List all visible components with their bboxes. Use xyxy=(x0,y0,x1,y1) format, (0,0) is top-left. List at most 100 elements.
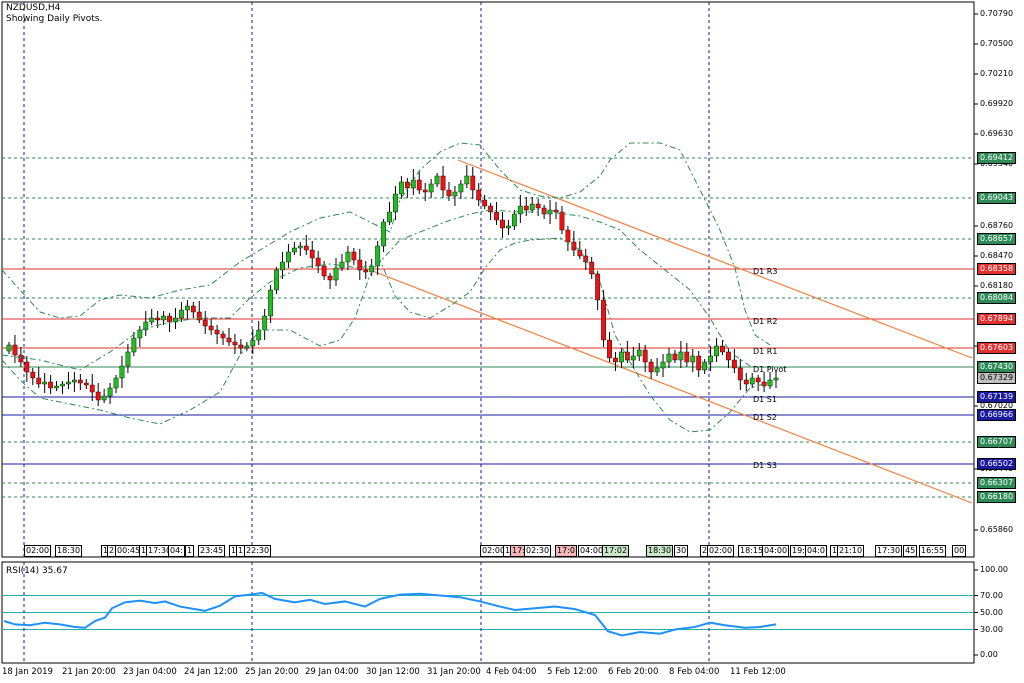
candle-body xyxy=(737,367,743,381)
candle-body xyxy=(482,199,488,207)
price-tag: 0.68358 xyxy=(977,263,1016,275)
price-tag: 0.66307 xyxy=(977,477,1016,489)
candle-body xyxy=(434,175,440,185)
price-tag: 0.68657 xyxy=(977,233,1016,245)
candle-body xyxy=(274,269,279,291)
rsi-line xyxy=(3,591,777,637)
candle-body xyxy=(262,315,268,331)
plot-frame xyxy=(1,1,975,558)
candle-body xyxy=(624,351,630,361)
candle-body xyxy=(101,395,107,401)
candle-body xyxy=(137,329,143,339)
candle-body xyxy=(619,351,624,363)
candle-body xyxy=(291,247,297,253)
time-marker: 04:0 xyxy=(805,545,827,557)
date-label: 29 Jan 04:00 xyxy=(305,667,359,677)
candle-body xyxy=(571,241,577,251)
candle-body xyxy=(286,251,291,263)
rsi-axis-label: 0.00 xyxy=(980,650,998,659)
candle-body xyxy=(773,377,779,381)
candle-body xyxy=(315,257,321,267)
candle-body xyxy=(24,361,30,373)
channel-lower-line xyxy=(369,269,973,504)
candle-body xyxy=(535,203,541,209)
time-marker: 18:30 xyxy=(55,545,83,557)
candle-body xyxy=(648,361,654,373)
candle-body xyxy=(458,183,464,193)
date-label: 6 Feb 20:00 xyxy=(608,667,659,677)
candle-body xyxy=(66,381,71,385)
pivot-label: D1 R1 xyxy=(753,347,778,356)
candle-body xyxy=(749,377,755,385)
candle-body xyxy=(95,391,101,401)
candle-body xyxy=(565,229,571,243)
price-tag: 0.67329 xyxy=(977,372,1016,384)
rsi-axis-label: 50.00 xyxy=(980,607,1003,617)
candle-body xyxy=(476,189,482,201)
candle-body xyxy=(660,361,666,369)
date-label: 4 Feb 04:00 xyxy=(486,667,537,677)
price-tag: 0.67603 xyxy=(977,342,1016,354)
candle-body xyxy=(161,315,166,321)
candle-body xyxy=(410,179,416,189)
candle-body xyxy=(511,213,517,227)
price-chart[interactable] xyxy=(0,0,1024,560)
time-marker: 04:00 xyxy=(762,545,790,557)
candle-body xyxy=(250,339,256,347)
candle-body xyxy=(589,261,595,275)
price-axis-label: 0.68470 xyxy=(980,251,1014,260)
candle-body xyxy=(232,341,238,346)
candle-body xyxy=(607,339,612,359)
candle-body xyxy=(684,351,690,363)
pivot-label: D1 S2 xyxy=(753,413,777,422)
candle-body xyxy=(654,367,660,373)
candle-body xyxy=(494,211,499,221)
candle-body xyxy=(72,379,77,383)
time-marker: 22:30 xyxy=(244,545,272,557)
rsi-panel[interactable] xyxy=(0,560,1024,665)
candle-body xyxy=(268,289,274,317)
candle-body xyxy=(149,317,155,323)
candle-body xyxy=(113,377,119,389)
candle-body xyxy=(357,259,363,271)
candle-body xyxy=(60,383,65,387)
time-marker: 17:30 xyxy=(146,545,174,557)
pivot-label: D1 Pivot xyxy=(753,365,787,374)
candle-body xyxy=(89,384,95,393)
candle-body xyxy=(256,329,262,341)
price-tag: 0.67139 xyxy=(977,391,1016,403)
candle-body xyxy=(309,249,315,259)
candle-body xyxy=(345,251,351,263)
candle-body xyxy=(422,189,428,193)
price-axis-label: 0.69920 xyxy=(980,99,1014,108)
date-label: 24 Jan 12:00 xyxy=(184,667,238,677)
candle-body xyxy=(672,353,678,361)
date-label: 11 Feb 12:00 xyxy=(730,667,786,677)
candle-body xyxy=(369,265,375,273)
candle-body xyxy=(18,354,24,363)
candle-body xyxy=(523,205,529,211)
candle-body xyxy=(226,337,232,343)
date-label: 25 Jan 20:00 xyxy=(245,667,299,677)
candle-body xyxy=(297,245,303,249)
candle-body xyxy=(143,321,149,331)
candle-body xyxy=(77,379,83,384)
candle-body xyxy=(446,189,452,197)
candle-body xyxy=(714,345,719,357)
candle-body xyxy=(179,309,184,319)
candle-body xyxy=(470,175,476,191)
price-axis-label: 0.67020 xyxy=(980,401,1014,410)
candle-body xyxy=(36,377,42,385)
time-marker: 00 xyxy=(952,545,967,557)
date-label: 21 Jan 20:00 xyxy=(62,667,116,677)
candle-body xyxy=(755,377,761,383)
pivot-label: D1 R3 xyxy=(753,267,778,276)
candle-body xyxy=(6,344,12,352)
price-axis-label: 0.69630 xyxy=(980,129,1014,138)
candle-body xyxy=(327,275,333,281)
candle-body xyxy=(702,361,708,371)
candle-body xyxy=(636,349,642,357)
candle-body xyxy=(630,355,636,361)
candle-body xyxy=(351,251,357,261)
time-marker: 02:00 xyxy=(707,545,735,557)
